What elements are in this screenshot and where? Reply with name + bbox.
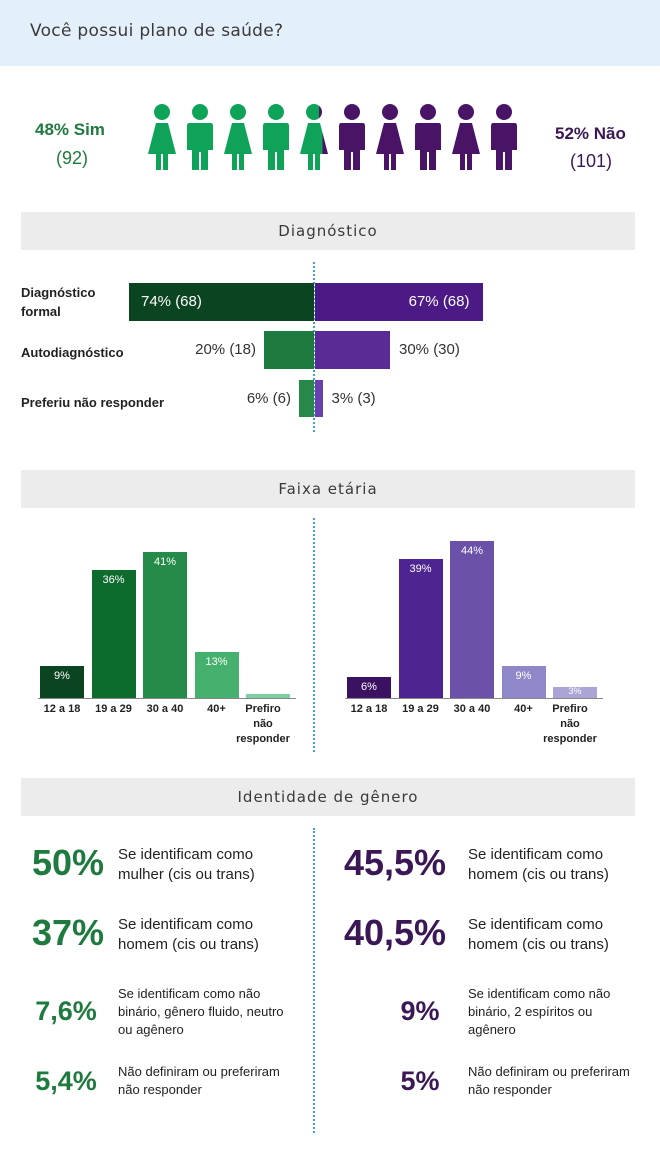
age-bar-value: 9% — [515, 669, 532, 682]
gender-left-pct-3: 7,6% — [35, 996, 97, 1026]
age-bar — [194, 651, 239, 698]
age-category-label: 19 a 29 — [95, 703, 132, 715]
age-chart-right: 6% 12 a 18 39% 19 a 29 44% 30 a 40 9% 40+ 3% Pref… — [345, 541, 603, 745]
person-icon — [415, 104, 441, 170]
page-title: Você possui plano de saúde? — [30, 21, 284, 41]
age-bar — [450, 541, 494, 698]
person-icon — [300, 104, 328, 170]
section-title: Faixa etária — [278, 480, 378, 498]
gender-left-text-2: Se identificam como homem (cis ou trans) — [118, 916, 259, 953]
age-bar — [91, 569, 136, 698]
age-bar-value: 6% — [361, 680, 377, 693]
section-title: Identidade de gênero — [237, 788, 419, 806]
x-axis — [38, 698, 296, 699]
gender-left-text-3: Se identificam como não binário, gênero … — [118, 986, 284, 1037]
bar-value-label: 67% (68) — [408, 293, 470, 310]
category-label: Diagnóstico formal — [21, 285, 96, 319]
bar-left — [129, 283, 314, 321]
age-bar — [553, 687, 597, 698]
age-category-label: 19 a 29 — [402, 703, 439, 715]
age-bar — [40, 665, 84, 698]
yes-percentage: 48% Sim — [35, 120, 105, 139]
bar-value-label: 6% (6) — [246, 389, 291, 407]
no-percentage: 52% Não — [555, 124, 626, 143]
age-bar — [398, 558, 443, 698]
age-category-label: 40+ — [514, 703, 533, 715]
gender-right-text-3: Se identificam como não binário, 2 espír… — [468, 986, 611, 1037]
center-divider — [313, 262, 315, 432]
bar-value-label: 20% (18) — [195, 341, 256, 358]
bar-right — [315, 380, 323, 417]
gender-left-text-1: Se identificam como mulher (cis ou trans… — [118, 846, 255, 883]
center-divider — [313, 518, 315, 752]
bar-right — [315, 283, 483, 321]
age-bar-value: 36% — [102, 573, 125, 586]
age-bar-value: 44% — [460, 545, 484, 557]
age-category-label: Prefiro não responder — [543, 703, 597, 745]
people-pictogram — [148, 104, 517, 170]
bar-value-label: 3% (3) — [331, 389, 376, 407]
person-icon — [148, 104, 176, 170]
age-bar-value: 9% — [54, 669, 70, 682]
gender-left-pct-4: 5,4% — [35, 1066, 97, 1096]
section-header-faixa: Faixa etária — [21, 470, 635, 508]
category-label: Autodiagnóstico — [21, 345, 124, 360]
age-category-label: 30 a 40 — [146, 703, 184, 715]
bar-left — [299, 380, 314, 417]
gender-right-pct-2: 40,5% — [343, 912, 447, 953]
age-bar-value: 39% — [409, 562, 432, 575]
age-chart-left: 9% 12 a 18 36% 19 a 29 41% 30 a 40 13% 40+ Prefi… — [0, 0, 330, 760]
gender-right-text-1: Se identificam como homem (cis ou trans) — [468, 846, 609, 883]
age-bar-value: 41% — [153, 555, 177, 568]
gender-right-text-4: Não definiram ou preferiram não responde… — [468, 1064, 630, 1097]
age-category-label: 12 a 18 — [350, 703, 388, 715]
gender-right-pct-3: 9% — [400, 996, 440, 1026]
x-axis — [345, 698, 603, 699]
age-bar — [246, 694, 290, 698]
person-icon — [339, 104, 365, 170]
person-icon — [491, 104, 517, 170]
age-bar — [347, 676, 391, 698]
diagnostico-chart: Diagnóstico formal Autodiagnóstico Preferi… — [0, 0, 660, 440]
person-icon — [187, 104, 213, 170]
age-category-label: 12 a 18 — [43, 703, 81, 715]
category-label: Preferiu não responder — [21, 395, 165, 410]
age-category-label: 30 a 40 — [453, 703, 491, 715]
age-bar — [143, 551, 187, 698]
age-category-label: 40+ — [207, 703, 226, 715]
bar-right — [315, 331, 390, 369]
person-icon — [376, 104, 404, 170]
center-divider — [313, 828, 315, 1133]
age-category-label: Prefiro não responder — [236, 703, 290, 745]
person-icon — [452, 104, 480, 170]
bar-value-label: 30% (30) — [399, 341, 460, 358]
yes-count: (92) — [56, 148, 89, 168]
gender-right-pct-1: 45,5% — [343, 842, 447, 883]
bar-left — [264, 331, 314, 369]
age-bar-value: 3% — [568, 686, 582, 697]
person-icon — [263, 104, 289, 170]
header-banner: Você possui plano de saúde? — [0, 0, 660, 66]
section-header-diagnostico: Diagnóstico — [21, 212, 635, 250]
section-header-identidade: Identidade de gênero — [21, 778, 635, 816]
age-bar — [501, 665, 546, 698]
gender-left-pct-1: 50% — [31, 842, 105, 883]
section-title: Diagnóstico — [278, 222, 378, 240]
gender-left-pct-2: 37% — [31, 912, 105, 953]
bar-value-label: 74% (68) — [141, 293, 202, 310]
gender-right-pct-4: 5% — [400, 1066, 440, 1096]
person-icon — [224, 104, 252, 170]
age-bar-value: 13% — [205, 655, 228, 668]
gender-right-text-2: Se identificam como homem (cis ou trans) — [468, 916, 609, 953]
gender-left-text-4: Não definiram ou preferiram não responde… — [118, 1064, 280, 1097]
no-count: (101) — [570, 151, 613, 171]
